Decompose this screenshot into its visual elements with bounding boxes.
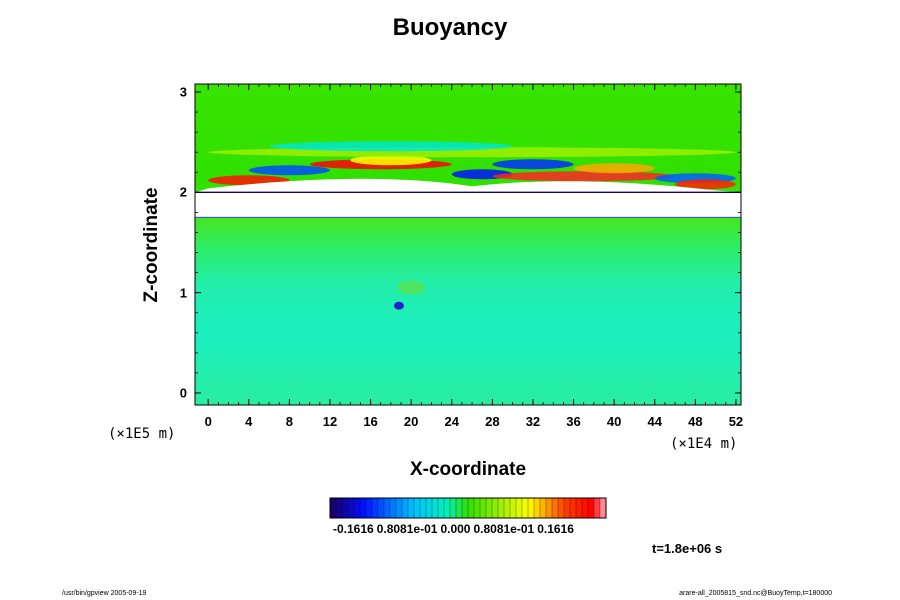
colorbar-swatch	[533, 497, 541, 519]
colorbar-swatch	[353, 497, 361, 519]
footer-command: /usr/bin/gpview 2005-09-19	[62, 590, 147, 597]
masked-region	[195, 178, 741, 218]
colorbar-swatch	[419, 497, 427, 519]
x-tick-label: 20	[403, 414, 419, 429]
colorbar-tick-label: -0.1616	[333, 522, 374, 536]
y-axis-label: Z-coordinate	[141, 187, 162, 303]
colorbar-swatch	[503, 497, 511, 519]
colorbar-swatch	[581, 497, 589, 519]
colorbar-swatch	[443, 497, 451, 519]
colorbar-swatch	[449, 497, 457, 519]
y-tick-label: 0	[179, 385, 187, 401]
colorbar-swatch	[359, 497, 367, 519]
colorbar-tick-label: 0.8081e-01	[473, 522, 535, 536]
perturbation-band	[492, 171, 676, 182]
x-tick-label: 52	[728, 414, 744, 429]
footer-source: arare-all_2005815_snd.nc@BuoyTemp,t=1800…	[679, 590, 832, 597]
heatmap-field	[195, 84, 741, 405]
colorbar-swatch	[401, 497, 409, 519]
colorbar-swatch	[467, 497, 475, 519]
colorbar-swatch	[335, 497, 343, 519]
x-tick-label: 44	[647, 414, 662, 429]
colorbar-swatch	[587, 497, 595, 519]
colorbar-swatch	[491, 497, 499, 519]
colorbar-swatch	[593, 497, 601, 519]
x-tick-label: 36	[566, 414, 581, 429]
colorbar-swatch	[431, 497, 439, 519]
colorbar-swatch	[437, 497, 445, 519]
time-label: t=1.8e+06 s	[652, 541, 723, 556]
colorbar-swatch	[557, 497, 565, 519]
colorbar-swatch	[377, 497, 385, 519]
colorbar-swatch	[539, 497, 547, 519]
colorbar-tick-label: 0.1616	[537, 522, 574, 536]
y-tick-label: 3	[179, 84, 187, 100]
x-tick-label: 40	[606, 414, 622, 429]
perturbation-band	[248, 165, 330, 176]
plot-frame	[194, 83, 742, 406]
perturbation-band	[269, 141, 513, 152]
colorbar-swatch	[395, 497, 403, 519]
x-tick-label: 24	[444, 414, 459, 429]
colorbar-swatch	[551, 497, 559, 519]
colorbar-swatch	[485, 497, 493, 519]
x-tick-label: 28	[485, 414, 500, 429]
x-tick-label: 12	[322, 414, 338, 429]
y-tick-label: 2	[179, 184, 187, 200]
colorbar-swatch	[521, 497, 529, 519]
y-axis-unit: (×1E5 m)	[108, 426, 176, 442]
colorbar-swatch	[371, 497, 379, 519]
perturbation-band	[573, 163, 655, 174]
colorbar-swatch	[455, 497, 463, 519]
buoyancy-anomaly	[393, 301, 404, 310]
x-tick-label: 48	[688, 414, 703, 429]
colorbar-swatch	[527, 497, 535, 519]
buoyancy-anomaly	[397, 280, 426, 295]
x-tick-label: 0	[204, 414, 212, 429]
x-tick-label: 16	[363, 414, 378, 429]
colorbar-swatch	[575, 497, 583, 519]
colorbar-tick-labels: -0.1616 0.8081e-01 0.000 0.8081e-01 0.1616	[333, 522, 577, 536]
colorbar-swatch	[515, 497, 523, 519]
colorbar-swatch	[509, 497, 517, 519]
colorbar-swatch	[497, 497, 505, 519]
x-tick-label: 4	[245, 414, 253, 429]
colorbar-swatch	[407, 497, 415, 519]
x-axis-label: X-coordinate	[409, 459, 527, 480]
colorbar-swatch	[545, 497, 553, 519]
chart-title: Buoyancy	[392, 14, 508, 41]
colorbar-swatch	[389, 497, 397, 519]
colorbar-tick-label: 0.8081e-01	[376, 522, 438, 536]
x-tick-label: 8	[285, 414, 293, 429]
perturbation-band	[675, 179, 736, 190]
colorbar-swatch	[383, 497, 391, 519]
perturbation-band	[492, 159, 574, 170]
colorbar-swatch	[461, 497, 469, 519]
colorbar-swatch	[347, 497, 355, 519]
perturbation-band	[350, 155, 432, 166]
colorbar-swatch	[569, 497, 577, 519]
colorbar-swatch	[563, 497, 571, 519]
y-tick-label: 1	[179, 285, 187, 301]
colorbar-swatch	[413, 497, 421, 519]
colorbar-frame	[329, 497, 607, 519]
colorbar-swatch	[599, 497, 607, 519]
colorbar-swatch	[329, 497, 337, 519]
x-tick-label: 32	[525, 414, 541, 429]
colorbar-swatch	[473, 497, 481, 519]
colorbar-swatch	[479, 497, 487, 519]
colorbar-swatch	[365, 497, 373, 519]
colorbar-tick-label: 0.000	[440, 522, 471, 536]
colorbar-swatch	[425, 497, 433, 519]
x-axis-unit: (×1E4 m)	[670, 436, 738, 452]
colorbar-swatch	[341, 497, 349, 519]
